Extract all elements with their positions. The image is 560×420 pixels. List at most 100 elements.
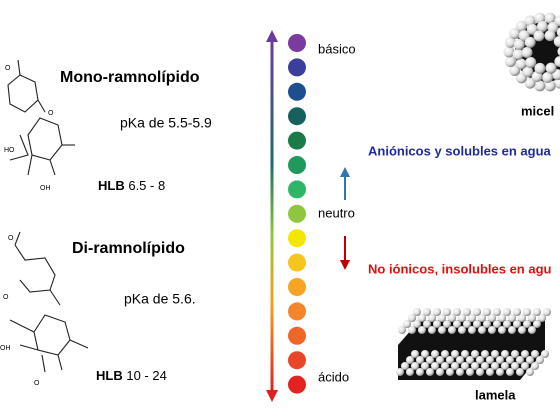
note: No iónicos, insolubles en agu [368,261,552,276]
ball [466,356,474,364]
ball [443,308,451,316]
atom-label: HO [4,147,15,154]
ball [421,362,429,370]
ball [526,356,534,364]
ph-dot [288,204,306,223]
hlb: HLB 6.5 - 8 [98,178,165,193]
ball [481,362,489,370]
atom-label: O [5,65,11,72]
ball [441,350,449,358]
ball [554,77,560,89]
ball [423,320,431,328]
ball [509,28,521,40]
ball [468,314,476,322]
ball [433,320,441,328]
ball [533,30,545,42]
ball [468,326,476,334]
down-arrow [340,236,350,270]
ball [443,320,451,328]
ball [491,350,499,358]
atom-label: OH [0,345,11,352]
ball [513,320,521,328]
ball [528,326,536,334]
atom-label: O [48,110,54,117]
ball [521,46,533,58]
ball [488,326,496,334]
ball [428,314,436,322]
ph-dot [288,107,306,126]
ball [471,362,479,370]
ball [524,36,536,48]
ball [428,326,436,334]
molecule-name: Di-ramnolípido [72,240,185,257]
ball [533,308,541,316]
ball [411,350,419,358]
pka: pKa de 5.6. [124,291,196,307]
ph-dot [288,253,306,272]
structure-label: lamela [475,387,516,402]
ball [461,362,469,370]
mono-structure [7,59,75,176]
ball [501,350,509,358]
ball [421,350,429,358]
ball [456,368,464,376]
ball [396,368,404,376]
ball [413,320,421,328]
ball [515,20,527,32]
ball [426,356,434,364]
ball [403,320,411,328]
ball [516,356,524,364]
ph-dot [288,278,306,296]
ball [516,368,524,376]
ball [528,314,536,322]
ball [508,314,516,322]
ball [486,356,494,364]
ball [518,326,526,334]
ball [461,350,469,358]
pka: pKa de 5.5-5.9 [120,115,212,131]
ball [503,320,511,328]
ball [418,326,426,334]
ball [544,80,556,92]
ball [506,356,514,364]
ball [511,362,519,370]
ball [556,27,560,38]
ball [406,368,414,376]
ball [508,326,516,334]
ball [511,350,519,358]
atom-label: O [8,235,14,242]
ball [525,56,537,68]
ball [503,308,511,316]
ball [521,350,529,358]
ph-dot [288,375,306,394]
ball [526,368,534,376]
ball [448,314,456,322]
up-arrow [340,167,350,200]
ball [463,320,471,328]
ball [453,320,461,328]
ball [523,320,531,328]
ph-dot [288,180,306,199]
ball [554,56,560,68]
ball [416,356,424,364]
ball [531,350,539,358]
ball [534,12,546,24]
ball [473,320,481,328]
ball [524,15,536,27]
ball [536,356,544,364]
ph-dot [288,82,306,101]
ball [531,362,539,370]
scale-label: básico [318,41,356,56]
ball [488,314,496,322]
ball [478,326,486,334]
ball [446,356,454,364]
ball [496,368,504,376]
ball [451,350,459,358]
ball [486,368,494,376]
ball [518,314,526,322]
ball [557,46,560,57]
ball [534,62,546,74]
hlb-label: HLB [98,178,125,193]
ball [513,308,521,316]
ball [453,308,461,316]
